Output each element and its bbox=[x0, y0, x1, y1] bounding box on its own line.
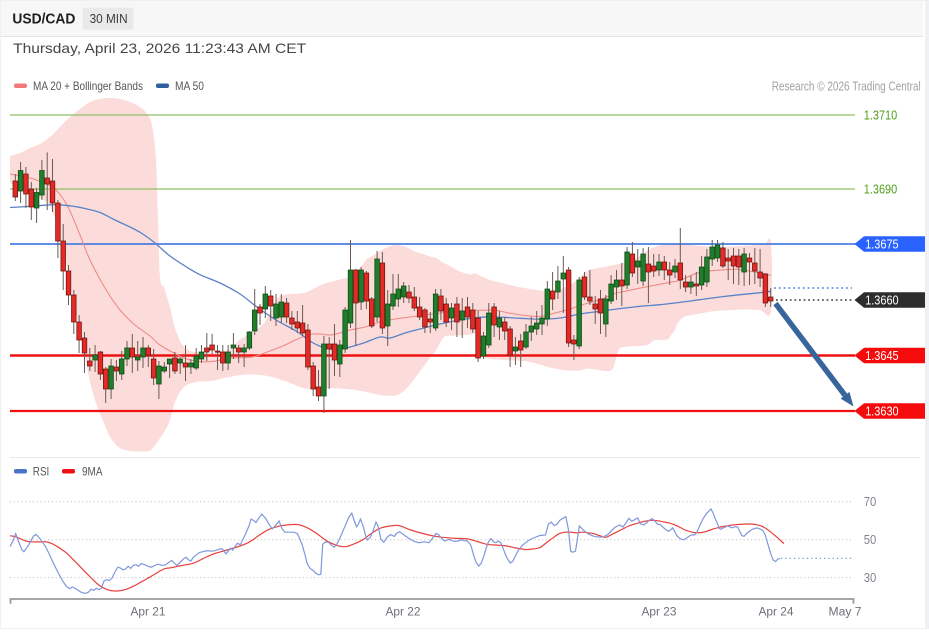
svg-text:MA 20 + Bollinger Bands: MA 20 + Bollinger Bands bbox=[33, 79, 143, 93]
svg-text:USD/CAD: USD/CAD bbox=[12, 12, 75, 28]
svg-text:Apr 21: Apr 21 bbox=[131, 607, 166, 619]
svg-text:50: 50 bbox=[864, 533, 877, 547]
svg-text:1.3675: 1.3675 bbox=[865, 238, 898, 252]
svg-text:May 7: May 7 bbox=[829, 607, 862, 619]
svg-text:Research © 2026 Trading Centra: Research © 2026 Trading Central bbox=[772, 80, 921, 94]
svg-text:9MA: 9MA bbox=[82, 465, 103, 479]
svg-text:1.3645: 1.3645 bbox=[865, 349, 898, 363]
svg-text:MA 50: MA 50 bbox=[175, 79, 204, 93]
svg-text:RSI: RSI bbox=[33, 465, 50, 479]
svg-text:70: 70 bbox=[864, 495, 877, 509]
svg-text:30 MIN: 30 MIN bbox=[90, 11, 128, 26]
svg-text:Apr 22: Apr 22 bbox=[386, 607, 421, 619]
svg-text:1.3660: 1.3660 bbox=[865, 294, 898, 308]
svg-text:Apr 24: Apr 24 bbox=[759, 607, 795, 619]
svg-text:Thursday, April 23, 2026 11:23: Thursday, April 23, 2026 11:23:43 AM CET bbox=[13, 40, 306, 56]
svg-text:Apr 23: Apr 23 bbox=[642, 607, 677, 619]
svg-text:1.3690: 1.3690 bbox=[864, 182, 897, 196]
svg-text:1.3630: 1.3630 bbox=[865, 405, 898, 419]
svg-text:30: 30 bbox=[864, 571, 877, 585]
svg-text:1.3710: 1.3710 bbox=[864, 108, 897, 122]
